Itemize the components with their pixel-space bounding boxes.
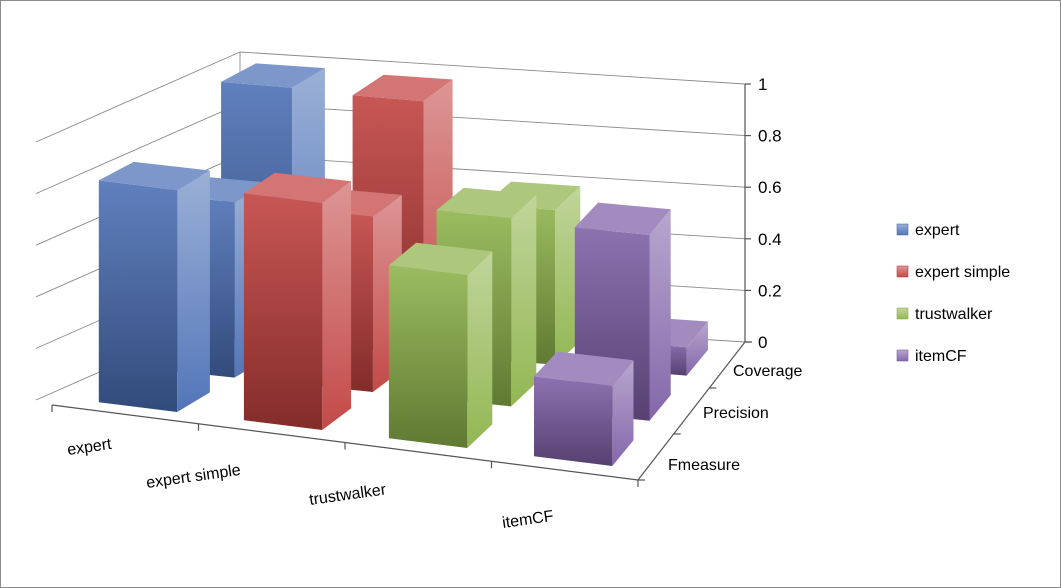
legend-swatch	[896, 265, 909, 278]
legend-item-itemcf: itemCF	[896, 348, 967, 365]
z-tick-label: 1	[758, 75, 767, 94]
bar-front-face	[243, 193, 323, 430]
legend-swatch	[896, 349, 909, 362]
legend-label: expert	[915, 222, 960, 239]
bar-side-face	[322, 181, 352, 430]
z-tick-label: 0.6	[758, 178, 782, 197]
category-label-trustwalker: trustwalker	[308, 481, 388, 509]
z-tick-label: 0	[758, 333, 767, 352]
bars	[98, 63, 708, 466]
z-tick-label: 0.2	[758, 281, 782, 300]
depth-label-fmeasure: Fmeasure	[668, 457, 740, 474]
bar-top-face	[352, 74, 453, 102]
bar-trustwalker-fmeasure	[388, 242, 493, 448]
left-wall-gridline	[35, 103, 241, 195]
bar-top-face	[534, 351, 634, 386]
bar-side-face	[555, 186, 581, 365]
legend-label: itemCF	[915, 348, 967, 365]
bar-top-face	[221, 63, 325, 88]
bar-side-face	[467, 251, 493, 448]
bar-side-face	[649, 209, 671, 421]
bar-front-face	[98, 180, 178, 412]
left-wall-gridline	[35, 51, 241, 143]
z-tick-label: 0.8	[758, 127, 782, 146]
bar-top-face	[388, 242, 493, 276]
legend-item-expert: expert	[896, 222, 960, 239]
legend-item-expert-simple: expert simple	[896, 264, 1010, 281]
category-label-expert: expert	[66, 436, 113, 459]
legend-label: trustwalker	[915, 306, 993, 323]
bar-side-face	[177, 170, 210, 412]
category-label-itemcf: itemCF	[501, 508, 555, 532]
bar-expert-fmeasure	[98, 161, 210, 412]
bar-top-face	[98, 161, 210, 191]
depth-axis-line	[637, 341, 746, 481]
legend-item-trustwalker: trustwalker	[896, 306, 993, 323]
bar-top-face	[574, 202, 671, 235]
back-wall-gridline	[239, 51, 746, 85]
bar-expert-simple-fmeasure	[243, 172, 352, 430]
depth-label-precision: Precision	[703, 405, 769, 422]
bar-side-face	[686, 321, 708, 376]
z-tick-label: 0.4	[758, 230, 782, 249]
legend-swatch	[896, 307, 909, 320]
bar-top-face	[243, 172, 352, 203]
bar-itemcf-fmeasure	[534, 351, 634, 466]
legend: expert expert simple trustwalker itemCF	[896, 222, 1010, 365]
bar-side-face	[511, 194, 537, 407]
depth-label-coverage: Coverage	[733, 363, 802, 380]
bar-front-face	[534, 376, 613, 466]
legend-swatch	[896, 223, 909, 236]
bar-top-face	[436, 187, 537, 219]
category-label-expert-simple: expert simple	[145, 462, 242, 492]
legend-label: expert simple	[915, 264, 1010, 281]
bar-front-face	[388, 265, 468, 448]
bar-side-face	[612, 360, 634, 466]
